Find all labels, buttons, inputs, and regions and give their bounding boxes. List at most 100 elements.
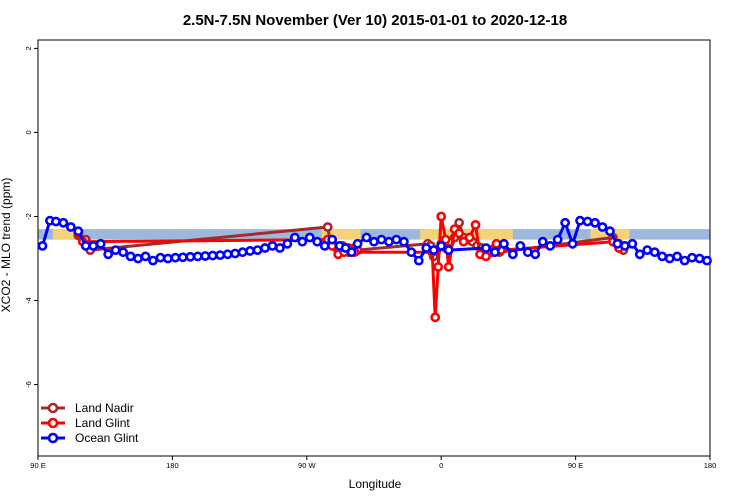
ocean-glint-point-64 (545, 240, 556, 251)
legend-ocean-glint-swatch-marker (47, 432, 59, 444)
ocean-glint-point-48 (391, 234, 402, 245)
ocean-glint-point-29 (252, 245, 263, 256)
plot-area: 90 E 180 90 W 0 90 E 180 2 0 -2 -4 -6 (24, 39, 717, 470)
ocean-glint-point-76 (634, 249, 645, 260)
ocean-glint-point-3 (58, 217, 69, 228)
ocean-glint-point-82 (679, 255, 690, 266)
ocean-glint-point-58 (499, 238, 509, 249)
ocean-glint-point-9 (103, 249, 114, 260)
y-axis-label: XCO2 - MLO trend (ppm) (0, 178, 13, 313)
y-tick-label-1: 0 (24, 130, 33, 134)
ocean-glint-point-14 (140, 251, 151, 262)
ocean-glint-point-52 (421, 243, 432, 253)
ocean-glint-point-50 (406, 247, 417, 258)
ocean-glint-point-66 (560, 217, 571, 228)
ocean-glint-point-32 (275, 243, 285, 253)
ocean-glint-point-12 (125, 251, 136, 262)
ocean-glint-point-21 (192, 251, 203, 262)
ocean-glint-point-10 (110, 245, 121, 256)
ocean-glint-point-62 (530, 249, 541, 260)
ocean-glint-point-16 (155, 252, 166, 263)
land-nadir-point-18 (454, 217, 465, 228)
ocean-glint-point-74 (619, 240, 630, 251)
y-tick-label-3: -4 (24, 297, 33, 304)
ocean-glint-point-31 (267, 240, 278, 251)
ocean-glint-point-79 (657, 251, 668, 262)
ocean-glint-point-30 (260, 243, 270, 253)
land-glint-point-11 (436, 211, 447, 222)
ocean-glint-point-47 (384, 236, 394, 247)
reference-band (38, 229, 710, 240)
ocean-glint-point-44 (361, 232, 372, 243)
ocean-glint-point-17 (163, 253, 173, 264)
ocean-glint-point-43 (352, 238, 363, 249)
legend-ocean-glint-label: Ocean Glint (75, 431, 139, 445)
ocean-glint-point-39 (327, 234, 338, 245)
legend-land-glint-label: Land Glint (75, 416, 130, 430)
land-glint-point-9 (430, 312, 441, 323)
ocean-glint-point-81 (672, 251, 683, 262)
ocean-glint-point-85 (702, 255, 712, 266)
legend-land-glint-swatch-marker (47, 417, 59, 429)
ocean-glint-point-72 (605, 226, 615, 237)
ocean-glint-point-80 (664, 253, 675, 264)
ocean-glint-point-57 (490, 247, 500, 258)
ocean-glint-point-61 (522, 247, 533, 258)
ocean-glint-point-71 (597, 222, 608, 232)
ocean-glint-point-55 (443, 245, 454, 256)
ocean-glint-point-59 (507, 249, 518, 260)
ocean-glint-point-63 (537, 236, 548, 247)
ocean-glint-point-13 (133, 253, 143, 264)
land-glint-point-15 (454, 228, 465, 239)
x-tick-label-1: 180 (166, 461, 179, 470)
ocean-glint-point-34 (289, 232, 300, 243)
land-nadir-point-3 (322, 222, 333, 232)
ocean-glint-point-65 (552, 234, 563, 245)
ocean-glint-point-11 (118, 247, 129, 258)
y-tick-label-2: -2 (24, 213, 33, 220)
ocean-glint-point-67 (567, 238, 578, 249)
land-glint-point-12 (440, 234, 451, 245)
ocean-glint-point-15 (148, 255, 158, 266)
chart-title: 2.5N-7.5N November (Ver 10) 2015-01-01 t… (183, 12, 567, 29)
ocean-glint-point-27 (237, 247, 248, 258)
ocean-glint-point-36 (304, 232, 315, 243)
ocean-glint-point-33 (282, 238, 293, 249)
ocean-glint-point-73 (612, 238, 623, 249)
ocean-glint-point-42 (346, 247, 357, 258)
legend-land-nadir-swatch-marker (47, 402, 59, 414)
ocean-glint-point-77 (642, 245, 653, 256)
ocean-glint-point-68 (575, 215, 585, 226)
ocean-glint-point-60 (515, 240, 526, 251)
ocean-glint-point-23 (207, 250, 218, 261)
ocean-glint-point-51 (413, 255, 424, 266)
land-glint-point-18 (470, 219, 481, 230)
ocean-glint-point-69 (582, 216, 593, 227)
ocean-glint-point-49 (398, 236, 409, 247)
ocean-glint-point-24 (215, 250, 226, 261)
land-patch-2 (321, 229, 361, 240)
ocean-glint-point-22 (200, 251, 211, 261)
ocean-glint-point-5 (73, 226, 84, 237)
y-tick-label-4: -6 (24, 381, 33, 388)
x-tick-label-4: 90 E (568, 461, 583, 470)
x-tick-label-5: 180 (704, 461, 717, 470)
land-glint-point-17 (464, 232, 475, 243)
legend-land-nadir-label: Land Nadir (75, 401, 134, 415)
land-patch-1 (52, 229, 83, 240)
ocean-glint-point-45 (369, 236, 379, 247)
land-glint-point-10 (433, 262, 444, 272)
ocean-glint-point-6 (80, 240, 91, 251)
ocean-glint-point-53 (428, 245, 439, 256)
x-tick-label-2: 90 W (298, 461, 316, 470)
ocean-glint-point-46 (376, 234, 387, 245)
ocean-glint-point-84 (694, 253, 705, 264)
ocean-glint-point-26 (230, 248, 241, 259)
y-tick-label-0: 2 (24, 46, 33, 50)
ocean-glint-point-2 (51, 216, 61, 227)
ocean-glint-point-20 (185, 251, 196, 262)
ocean-glint-point-38 (319, 240, 330, 251)
x-axis-label: Longitude (349, 477, 402, 491)
ocean-glint-point-28 (245, 246, 255, 256)
